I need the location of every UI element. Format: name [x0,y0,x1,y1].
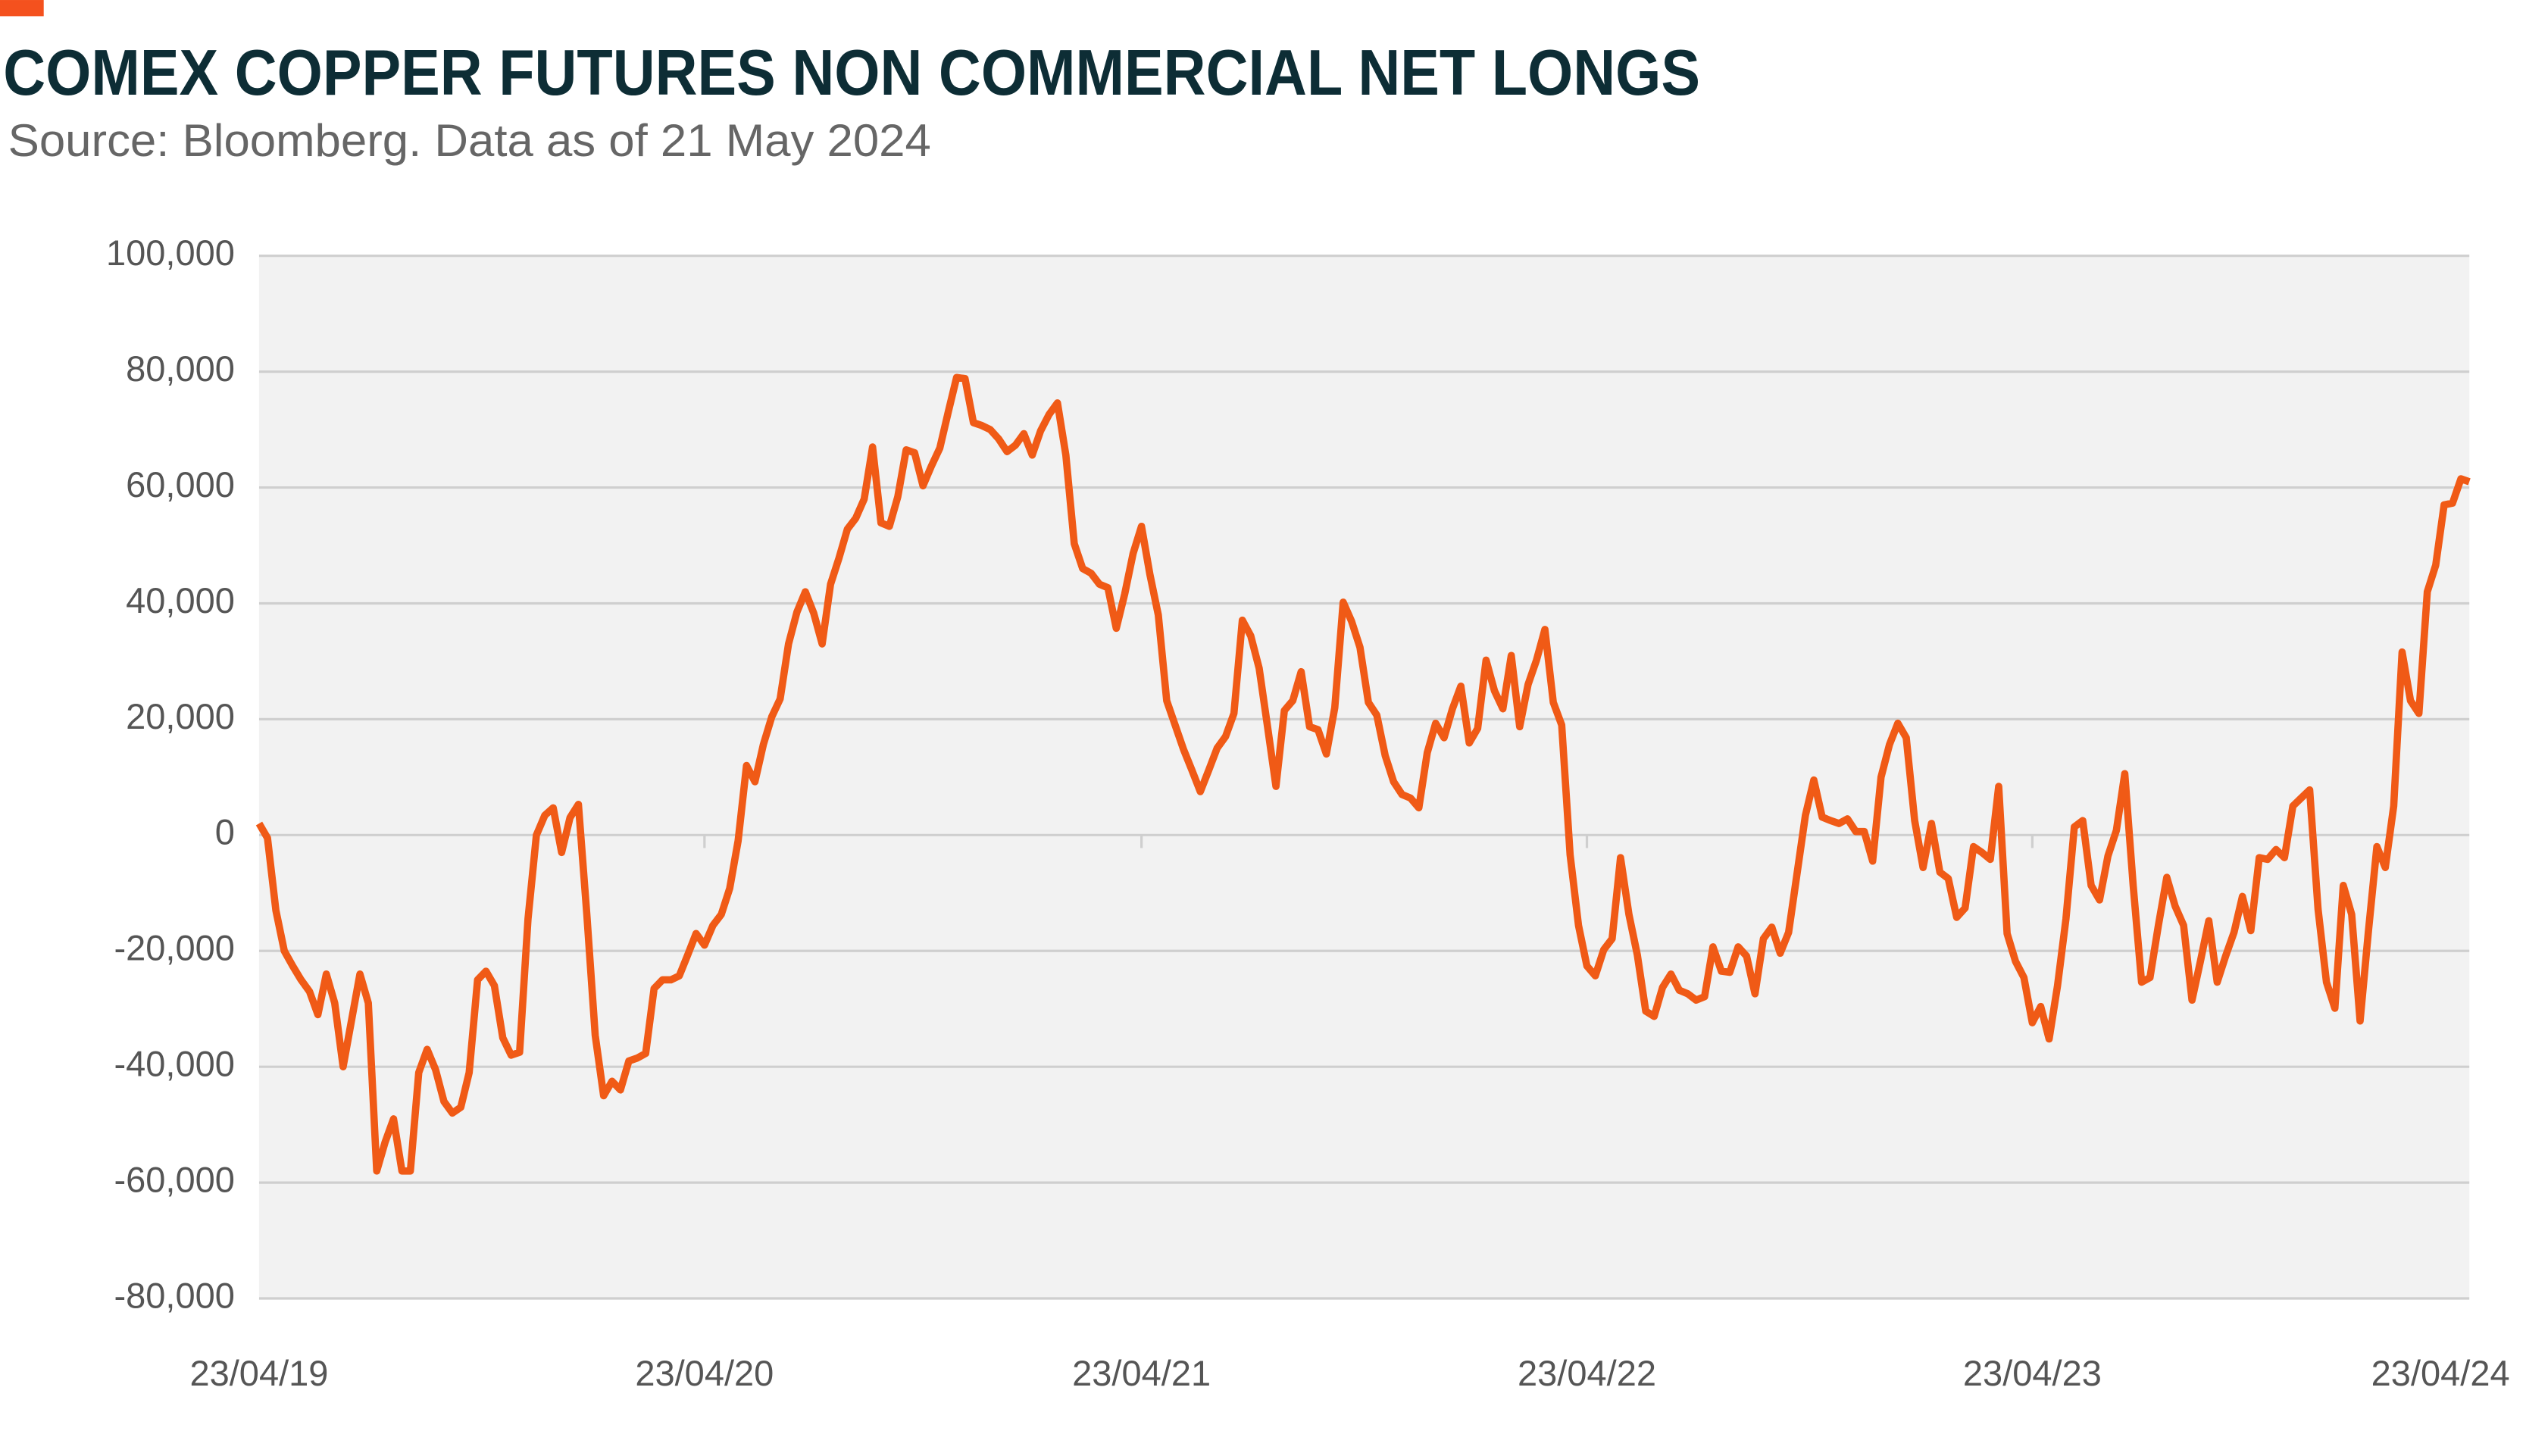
plot-area [258,255,2470,1299]
y-tick-label: 40,000 [126,580,235,620]
accent [0,0,44,17]
y-tick-label: -60,000 [114,1160,234,1200]
y-tick-label: 80,000 [126,348,235,389]
chart-subtitle: Source: Bloomberg. Data as of 21 May 202… [8,115,931,166]
y-tick-label: 0 [215,812,235,852]
x-tick-label: 23/04/24 [2371,1353,2510,1393]
y-tick-label: 20,000 [126,696,235,736]
x-tick-label: 23/04/22 [1518,1353,1656,1393]
y-tick-label: -80,000 [114,1275,234,1315]
y-tick-label: 100,000 [106,233,235,273]
x-tick-label: 23/04/23 [1963,1353,2102,1393]
y-tick-label: -20,000 [114,928,234,968]
y-tick-label: 60,000 [126,464,235,505]
y-tick-label: -40,000 [114,1044,234,1084]
x-tick-label: 23/04/19 [189,1353,328,1393]
x-tick-label: 23/04/21 [1072,1353,1211,1393]
chart-title: COMEX COPPER FUTURES NON COMMERCIAL NET … [3,37,1700,109]
series-line [255,373,2471,1175]
x-tick-label: 23/04/20 [635,1353,774,1393]
